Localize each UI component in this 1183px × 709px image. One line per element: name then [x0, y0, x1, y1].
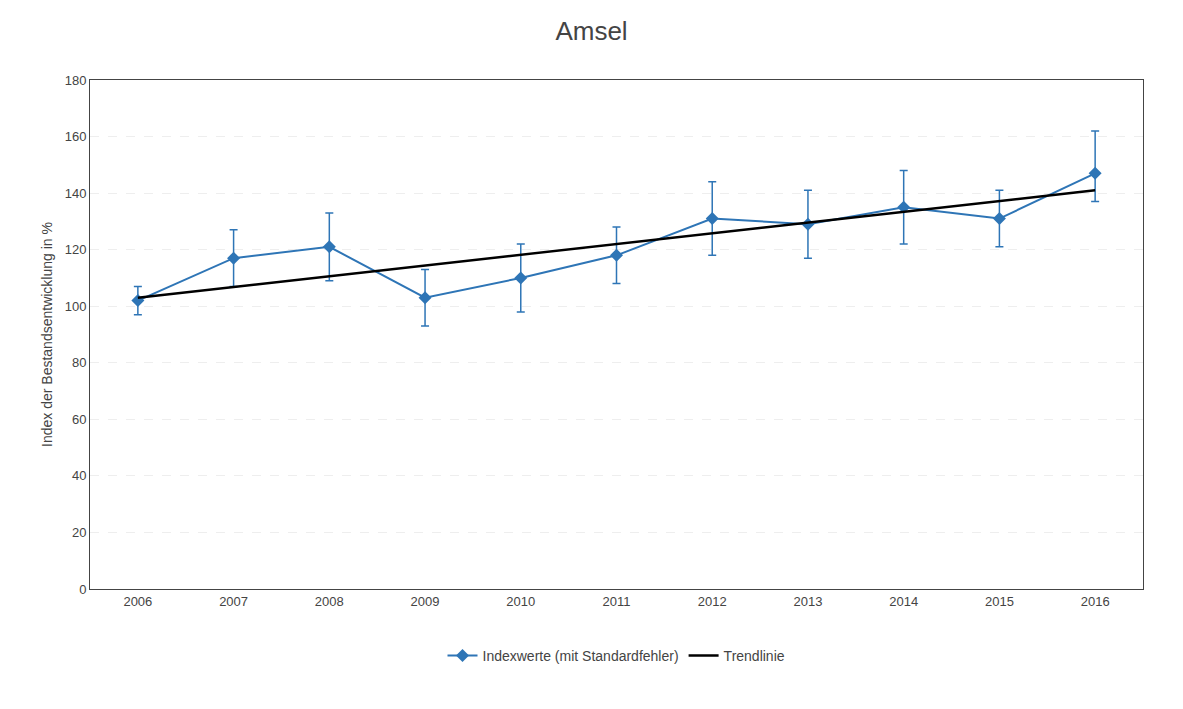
svg-text:180: 180 — [65, 73, 87, 88]
svg-text:2008: 2008 — [315, 594, 344, 609]
svg-text:2015: 2015 — [985, 594, 1014, 609]
svg-text:120: 120 — [65, 242, 87, 257]
svg-text:2014: 2014 — [889, 594, 918, 609]
svg-text:Indexwerte (mit Standardfehler: Indexwerte (mit Standardfehler) — [483, 648, 679, 664]
svg-text:2016: 2016 — [1081, 594, 1110, 609]
svg-text:2010: 2010 — [506, 594, 535, 609]
svg-text:Trendlinie: Trendlinie — [724, 648, 785, 664]
svg-text:2013: 2013 — [793, 594, 822, 609]
svg-text:2007: 2007 — [219, 594, 248, 609]
svg-text:0: 0 — [79, 582, 86, 597]
svg-text:20: 20 — [72, 525, 86, 540]
svg-text:2011: 2011 — [603, 594, 631, 609]
svg-text:2006: 2006 — [123, 594, 152, 609]
svg-text:2012: 2012 — [698, 594, 727, 609]
svg-text:Amsel: Amsel — [555, 16, 627, 46]
svg-text:100: 100 — [65, 299, 87, 314]
svg-text:2009: 2009 — [411, 594, 440, 609]
svg-text:80: 80 — [72, 355, 86, 370]
svg-text:Index der Bestandsentwicklung: Index der Bestandsentwicklung in % — [39, 222, 55, 447]
svg-text:160: 160 — [65, 129, 87, 144]
svg-text:40: 40 — [72, 468, 86, 483]
svg-text:140: 140 — [65, 186, 87, 201]
svg-text:60: 60 — [72, 412, 86, 427]
